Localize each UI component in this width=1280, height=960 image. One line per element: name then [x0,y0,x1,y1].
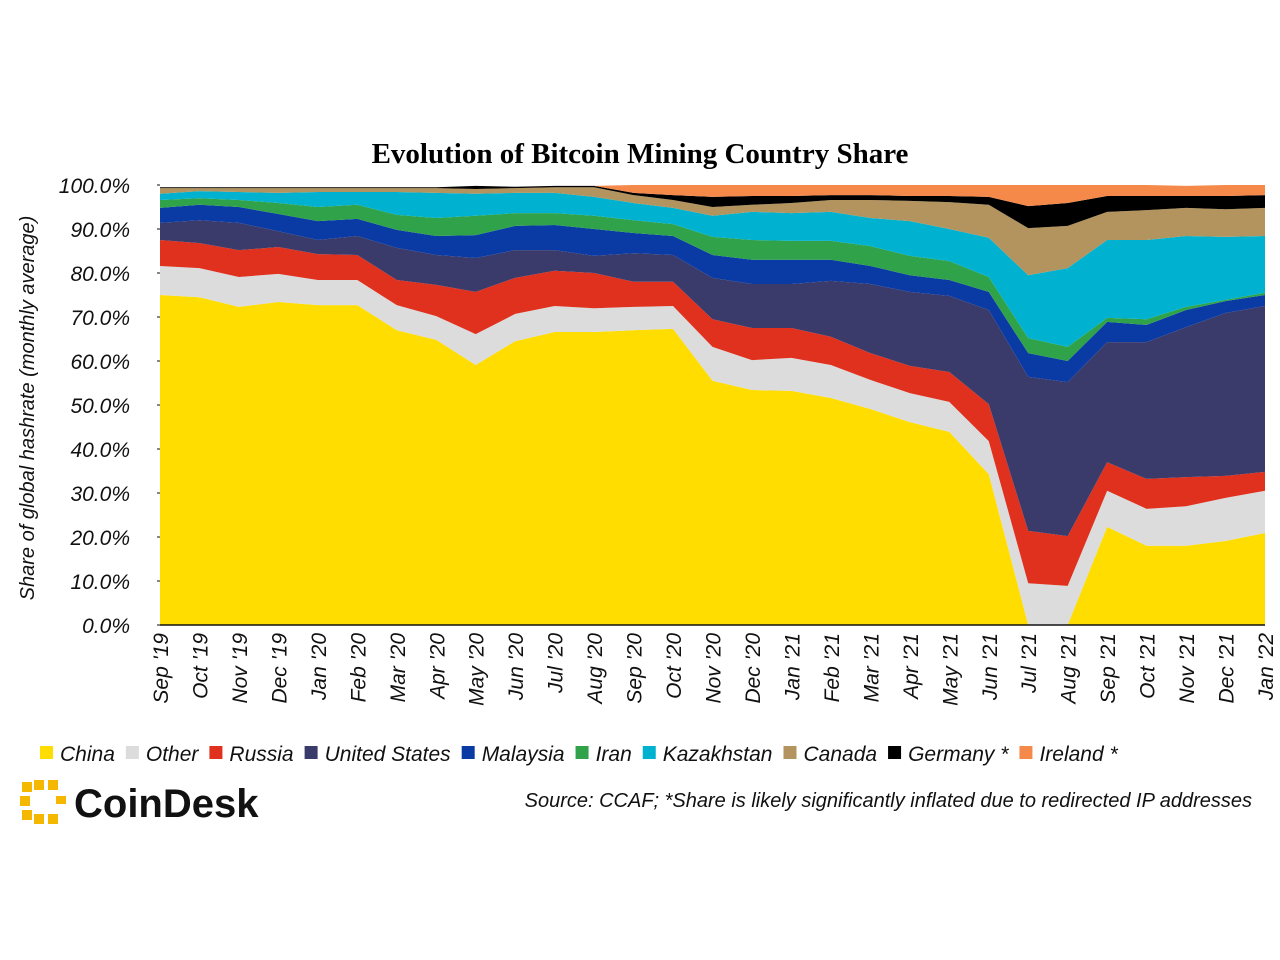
x-tick-label: Oct '21 [1137,633,1160,699]
legend-swatch [888,746,902,759]
y-tick-label: 80.0% [70,263,130,286]
legend-label: China [60,743,115,766]
x-tick-label: Mar '21 [860,633,883,702]
legend-swatch [304,746,318,759]
y-tick-label: 30.0% [70,483,130,506]
area [160,295,1265,625]
legend-label: Other [146,743,200,766]
y-tick-label: 0.0% [82,615,130,638]
legend-label: Iran [596,743,632,766]
area [160,185,1265,229]
x-tick-label: Sep '19 [150,633,173,704]
x-tick-label: Feb '21 [821,633,844,702]
x-tick-label: Mar '20 [387,633,410,703]
legend-label: Malaysia [482,743,565,766]
x-tick-label: Nov '19 [229,633,252,704]
brand: CoinDesk [74,782,259,826]
source-note: Source: CCAF; *Share is likely significa… [525,790,1252,812]
legend-label: Kazakhstan [663,743,773,766]
x-tick-label: Dec '21 [1216,633,1239,704]
area [160,220,1265,537]
y-tick-label: 40.0% [70,439,130,462]
y-axis-title: Share of global hashrate (monthly averag… [17,216,39,601]
x-tick-label: Jan '21 [781,633,804,701]
area [160,191,1265,347]
y-tick-label: 100.0% [59,175,130,198]
y-tick-label: 70.0% [70,307,130,330]
legend-label: Canada [804,743,878,766]
x-tick-label: May '21 [939,633,962,706]
legend-swatch [40,746,53,759]
y-tick-label: 90.0% [70,219,130,242]
x-tick-label: May '20 [466,633,489,706]
chart-title: Evolution of Bitcoin Mining Country Shar… [372,138,909,170]
y-tick-label: 20.0% [69,527,130,550]
y-tick-label: 60.0% [70,351,130,374]
x-tick-label: Dec '19 [268,633,291,704]
x-tick-label: Apr '21 [900,633,923,701]
x-tick-label: Jul '21 [1018,633,1041,694]
x-tick-label: Oct '20 [663,633,686,699]
legend-label: Russia [229,743,293,766]
logo-icon [20,780,66,824]
legend-swatch [209,746,223,759]
x-tick-label: Aug '20 [584,633,607,706]
y-tick-label: 50.0% [70,395,130,418]
x-tick-label: Jan '22 [1255,633,1278,701]
legend-label: United States [325,743,452,766]
x-tick-label: Sep '21 [1097,633,1120,704]
x-tick-label: Apr '20 [426,633,449,701]
legend-label: Germany * [908,743,1009,766]
y-tick-label: 10.0% [70,571,130,594]
x-tick-label: Jun '21 [979,633,1002,701]
legend-swatch [783,746,797,759]
x-tick-label: Jan '20 [308,633,331,701]
x-tick-label: Dec '20 [742,633,765,704]
legend-swatch [461,746,475,759]
x-tick-label: Feb '20 [347,633,370,703]
legend-swatch [1019,746,1033,759]
area [160,185,1265,207]
x-tick-label: Nov '20 [703,633,726,704]
x-tick-label: Jul '20 [545,633,568,694]
x-tick-label: Jun '20 [505,633,528,701]
legend-label: Ireland * [1039,743,1118,766]
x-tick-label: Aug '21 [1058,633,1081,706]
x-tick-label: Oct '19 [189,633,212,699]
legend-swatch [642,746,656,759]
area [160,204,1265,383]
x-tick-label: Nov '21 [1176,633,1199,704]
x-tick-label: Sep '20 [624,633,647,704]
legend-swatch [575,746,589,759]
area [160,187,1265,276]
legend-swatch [125,746,139,759]
area [160,265,1265,625]
